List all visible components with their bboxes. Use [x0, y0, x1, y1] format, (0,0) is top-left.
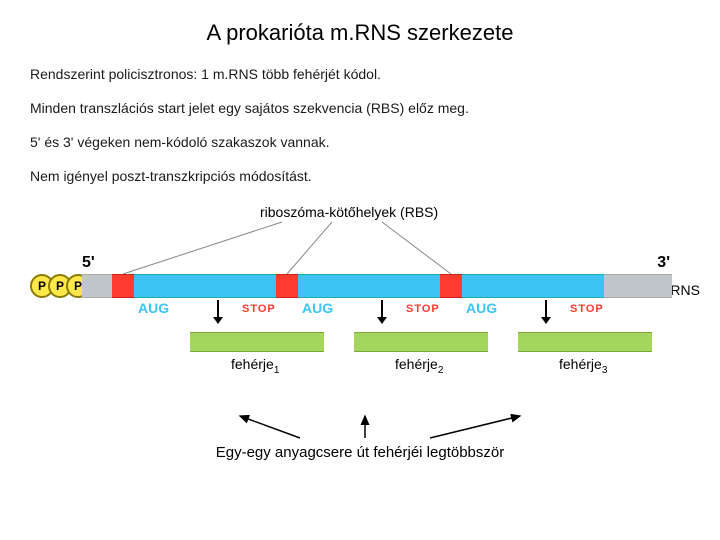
phosphate-group: P P P — [30, 274, 90, 298]
protein-row: fehérje1 fehérje2 fehérje3 — [82, 204, 672, 384]
protein-bar — [190, 332, 324, 352]
bullet-item: Nem igényel poszt-transzkripciós módosít… — [30, 168, 690, 184]
bullet-item: Rendszerint policisztronos: 1 m.RNS több… — [30, 66, 690, 82]
protein-bar — [354, 332, 488, 352]
protein-label: fehérje2 — [395, 356, 443, 376]
bullet-item: 5' és 3' végeken nem-kódoló szakaszok va… — [30, 134, 690, 150]
protein-label: fehérje3 — [559, 356, 607, 376]
protein-label: fehérje1 — [231, 356, 279, 376]
page-title: A prokarióta m.RNS szerkezete — [30, 20, 690, 46]
converging-arrows — [30, 414, 700, 440]
caption: Egy-egy anyagcsere út fehérjéi legtöbbsz… — [30, 444, 690, 461]
mrna-diagram: riboszóma-kötőhelyek (RBS) 5' 3' m.RNS P… — [30, 204, 700, 414]
bullet-list: Rendszerint policisztronos: 1 m.RNS több… — [30, 66, 690, 184]
bullet-item: Minden transzlációs start jelet egy sajá… — [30, 100, 690, 116]
protein-bar — [518, 332, 652, 352]
